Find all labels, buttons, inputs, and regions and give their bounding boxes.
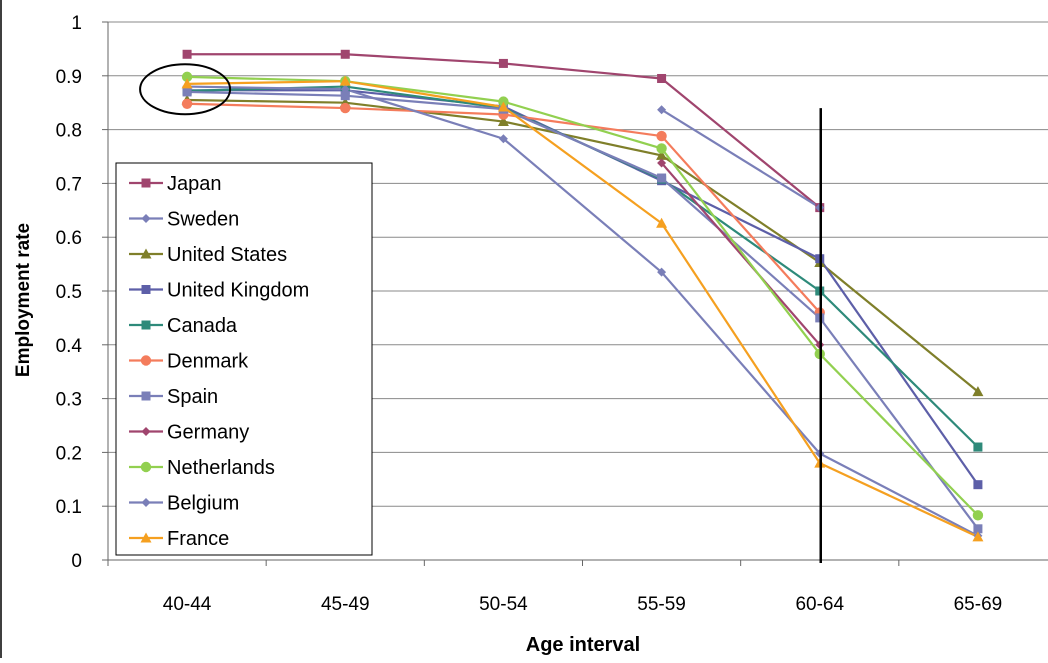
y-tick-label: 0.7 (56, 174, 82, 195)
x-tick-label: 50-54 (479, 594, 528, 615)
legend-marker-sweden (141, 214, 151, 223)
highlight-ellipse (139, 63, 232, 116)
data-point-netherlands (181, 71, 193, 83)
y-tick-label: 0.1 (56, 497, 82, 518)
legend-marker-germany (141, 427, 151, 436)
data-point-belgium (340, 84, 350, 94)
legend-marker-spain (141, 391, 151, 401)
x-tick-label: 55-59 (637, 594, 686, 615)
legend-marker-france (140, 532, 152, 543)
legend-marker-united-states (140, 248, 152, 259)
legend-label-denmark: Denmark (167, 351, 249, 373)
legend-label-sweden: Sweden (167, 209, 239, 231)
x-tick-label: 45-49 (321, 594, 370, 615)
legend-label-japan: Japan (167, 173, 222, 195)
legend-label-spain: Spain (167, 386, 218, 408)
data-point-japan (498, 58, 508, 68)
data-point-spain (340, 91, 350, 101)
data-point-sweden (657, 105, 667, 115)
data-point-japan (340, 49, 350, 59)
data-point-denmark (656, 130, 667, 142)
data-point-spain (182, 87, 192, 97)
data-point-france (497, 101, 509, 112)
chart-frame-left-border (0, 0, 2, 658)
axes (102, 21, 1048, 566)
data-point-united-states (656, 149, 668, 160)
data-point-united-states (972, 386, 984, 397)
data-point-france (339, 75, 351, 86)
legend-label-germany: Germany (167, 422, 249, 444)
y-tick-labels: 0 0.1 0.2 0.3 0.4 0.5 0.6 0.7 0.8 0.9 1 (56, 13, 83, 572)
data-point-denmark (181, 98, 193, 109)
data-point-france (972, 531, 984, 542)
data-point-belgium (498, 134, 508, 144)
legend-label-france: France (167, 528, 229, 550)
series-line-netherlands (187, 75, 979, 517)
annotations (139, 63, 822, 563)
series-line-united-states (187, 98, 979, 393)
legend-marker-canada (141, 320, 151, 330)
series-line-belgium (187, 85, 979, 537)
data-point-netherlands (656, 143, 667, 154)
y-tick-label: 0.4 (56, 336, 83, 357)
legend-marker-japan (141, 178, 151, 188)
y-tick-label: 0.6 (56, 228, 82, 249)
legend-box (115, 162, 373, 556)
y-tick-label: 0.8 (56, 121, 82, 142)
x-tick-labels: 40-44 45-49 50-54 55-59 60-64 65-69 (163, 594, 1002, 615)
data-point-canada (973, 442, 983, 452)
data-point-netherlands (972, 510, 984, 521)
data-point-japan (657, 73, 667, 83)
x-axis-label: Age interval (526, 634, 640, 656)
legend-label-united-states: United States (167, 244, 287, 266)
data-point-united-kingdom (973, 480, 983, 490)
legend-marker-belgium (141, 498, 151, 507)
y-tick-label: 0.2 (56, 443, 82, 464)
y-tick-label: 0 (71, 551, 82, 572)
legend-label-united-kingdom: United Kingdom (167, 280, 309, 302)
data-point-belgium (657, 267, 667, 277)
y-axis-label: Employment rate (13, 223, 34, 377)
legend-label-belgium: Belgium (167, 493, 239, 515)
data-point-united-states (497, 116, 509, 127)
series-line-spain (187, 90, 979, 530)
y-tick-label: 0.9 (56, 67, 82, 88)
data-point-france (181, 78, 193, 89)
data-point-france (656, 217, 668, 228)
x-tick-label: 60-64 (795, 594, 844, 615)
series-line-germany (660, 162, 821, 346)
legend: Japan Sweden United States United Kingdom Ca… (115, 162, 373, 556)
data-point-japan (182, 49, 192, 59)
series-line-sweden (661, 108, 821, 209)
legend-label-canada: Canada (167, 315, 238, 337)
data-point-spain (657, 173, 667, 183)
legend-marker-netherlands (140, 461, 152, 473)
series-line-france (187, 80, 979, 538)
y-tick-label: 0.3 (56, 390, 82, 411)
data-point-denmark (340, 102, 351, 114)
data-point-spain (973, 524, 983, 534)
x-tick-label: 65-69 (954, 594, 1003, 615)
legend-marker-denmark (140, 355, 152, 366)
y-tick-label: 1 (71, 13, 82, 34)
y-tick-label: 0.5 (56, 282, 82, 303)
legend-label-netherlands: Netherlands (167, 457, 275, 479)
legend-marker-united-kingdom (141, 285, 151, 294)
data-point-germany (657, 158, 667, 168)
x-tick-label: 40-44 (163, 594, 212, 615)
